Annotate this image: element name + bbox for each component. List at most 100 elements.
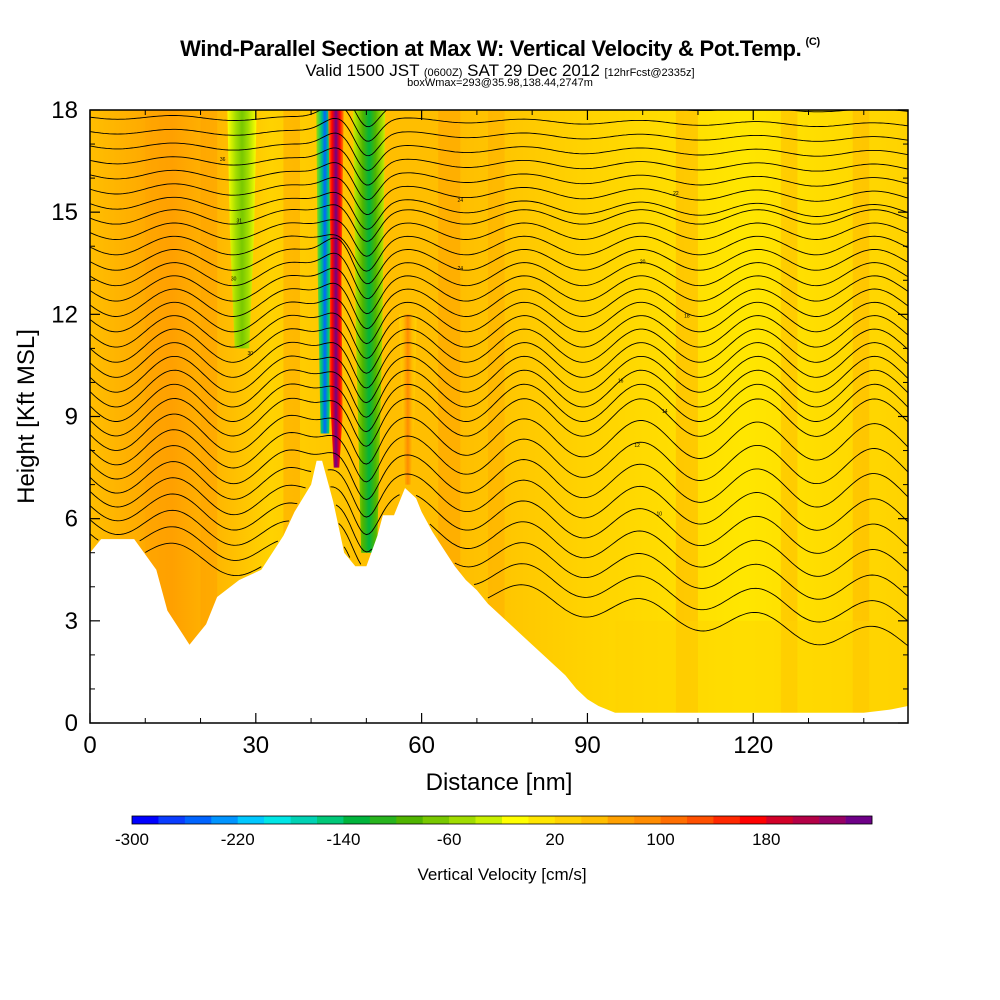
colorbar-tick-label: 180 bbox=[752, 830, 780, 849]
colorbar-swatch bbox=[502, 816, 529, 824]
colorbar-swatch bbox=[369, 816, 397, 824]
contour-label: 22 bbox=[673, 191, 679, 197]
y-tick-label: 3 bbox=[65, 608, 78, 635]
colorbar-tick-label: -140 bbox=[326, 830, 360, 849]
isentrope-line bbox=[90, 509, 908, 600]
contour-label: 30 bbox=[231, 276, 237, 282]
isentrope-line bbox=[90, 219, 908, 257]
contour-label: 10 bbox=[657, 511, 663, 517]
downdraft-core bbox=[227, 110, 257, 349]
colorbar-swatch bbox=[660, 816, 688, 824]
isentrope-line bbox=[90, 162, 908, 201]
isentrope-line bbox=[90, 267, 908, 315]
contour-label: 20 bbox=[640, 259, 646, 265]
colorbar-swatch bbox=[845, 816, 873, 824]
colorbar-swatch bbox=[290, 816, 318, 824]
isentrope-line bbox=[90, 147, 908, 186]
y-tick-label: 12 bbox=[51, 301, 78, 328]
contour-label: 24 bbox=[458, 266, 464, 272]
colorbar-swatch bbox=[554, 816, 582, 824]
y-tick-label: 15 bbox=[51, 199, 78, 226]
colorbar-swatch bbox=[317, 816, 344, 824]
colorbar-swatch bbox=[449, 816, 476, 824]
chart-title: Wind-Parallel Section at Max W: Vertical… bbox=[0, 36, 1000, 62]
isentrope-line bbox=[90, 204, 908, 242]
isentrope-line bbox=[90, 341, 908, 389]
box-info: boxWmax=293@35.98,138.44,2747m bbox=[407, 77, 593, 89]
isentrope-line bbox=[90, 526, 908, 623]
isentrope-line bbox=[90, 461, 908, 531]
colorbar-swatch bbox=[264, 816, 291, 824]
y-axis-title: Height [Kft MSL] bbox=[13, 329, 40, 504]
isentrope-line bbox=[353, 110, 908, 128]
isentrope-line bbox=[90, 297, 908, 345]
colorbar-swatch bbox=[819, 816, 846, 824]
colorbar-frame bbox=[131, 815, 873, 825]
colorbar-swatch bbox=[158, 816, 186, 824]
isentrope-line bbox=[90, 369, 908, 418]
colorbar-swatch bbox=[184, 816, 212, 824]
colorbar-tick-label: -60 bbox=[437, 830, 462, 849]
chart-title-text: Wind-Parallel Section at Max W: Vertical… bbox=[180, 36, 802, 61]
weak-updraft-band bbox=[852, 110, 870, 723]
isentrope-line bbox=[90, 282, 908, 330]
contour-label: 24 bbox=[458, 198, 464, 204]
contour-label: 14 bbox=[662, 409, 668, 415]
isentrope-line bbox=[90, 132, 908, 171]
weak-updraft-band bbox=[200, 110, 218, 723]
chart-subtitle: Valid 1500 JST (0600Z) SAT 29 Dec 2012 [… bbox=[0, 61, 1000, 81]
colorbar-swatch bbox=[422, 816, 450, 824]
x-tick-label: 0 bbox=[83, 732, 96, 759]
colorbar-swatch bbox=[396, 816, 424, 824]
isentrope-contours bbox=[90, 110, 908, 647]
forecast-info: [12hrFcst@2335z] bbox=[604, 67, 695, 79]
y-tick-label: 6 bbox=[65, 506, 78, 533]
x-tick-label: 30 bbox=[242, 732, 269, 759]
weak-updraft-band bbox=[675, 110, 698, 723]
contour-label: 12 bbox=[634, 443, 640, 449]
isentrope-line bbox=[90, 252, 908, 300]
isentrope-line bbox=[90, 177, 908, 215]
colorbar: -300 -220 -140 -60 20 100 180 Vertical Velocity… bbox=[115, 815, 873, 884]
colorbar-title: Vertical Velocity [cm/s] bbox=[417, 865, 586, 884]
colorbar-tick-label: 20 bbox=[545, 830, 564, 849]
isentrope-line bbox=[90, 355, 908, 404]
y-tick-label: 0 bbox=[65, 710, 78, 737]
contour-label: 18 bbox=[684, 314, 690, 320]
isentrope-line bbox=[145, 542, 908, 647]
colorbar-swatch bbox=[475, 816, 503, 824]
valid-date: SAT 29 Dec 2012 bbox=[467, 61, 600, 80]
colorbar-swatch bbox=[581, 816, 609, 824]
chart-title-suffix: (C) bbox=[805, 36, 820, 48]
isentrope-line bbox=[90, 110, 908, 142]
isentrope-line bbox=[90, 117, 908, 157]
valid-zulu: (0600Z) bbox=[423, 67, 463, 79]
colorbar-swatch bbox=[792, 816, 820, 824]
colorbar-swatch bbox=[237, 816, 265, 824]
colorbar-swatch bbox=[211, 816, 239, 824]
isentrope-line bbox=[90, 234, 908, 272]
colorbar-swatch bbox=[634, 816, 661, 824]
isentrope-line bbox=[90, 397, 908, 447]
valid-prefix: Valid 1500 JST bbox=[305, 61, 420, 80]
updraft-core bbox=[328, 110, 344, 468]
isentrope-line bbox=[90, 237, 908, 285]
y-tick-label: 9 bbox=[65, 404, 78, 431]
isentrope-line bbox=[90, 383, 908, 433]
isentrope-line bbox=[90, 413, 908, 465]
x-tick-label: 90 bbox=[574, 732, 601, 759]
isentrope-line bbox=[90, 445, 908, 508]
isentrope-line bbox=[90, 477, 908, 554]
colorbar-swatch bbox=[766, 816, 794, 824]
colorbar-swatch bbox=[607, 816, 635, 824]
colorbar-tick-label: -300 bbox=[115, 830, 149, 849]
low-level-weak-region bbox=[615, 620, 908, 723]
isentrope-line bbox=[90, 327, 908, 374]
colorbar-swatch bbox=[713, 816, 741, 824]
x-tick-label: 120 bbox=[733, 732, 773, 759]
y-tick-label: 18 bbox=[51, 97, 78, 124]
contour-label: 36 bbox=[220, 157, 226, 163]
colorbar-swatch bbox=[687, 816, 714, 824]
